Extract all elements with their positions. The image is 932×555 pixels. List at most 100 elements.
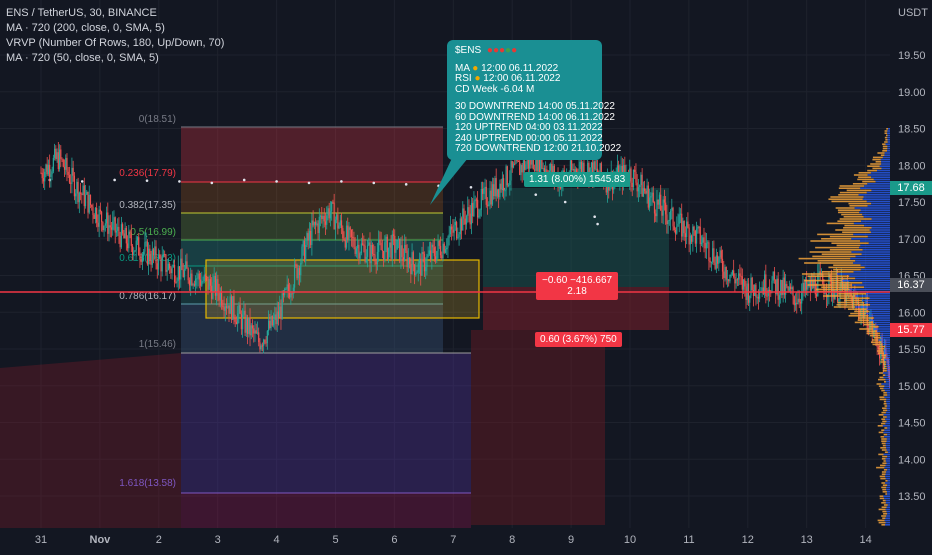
fib-retracement[interactable] <box>0 126 471 533</box>
volume-bar-down <box>878 414 884 416</box>
legend-ma-50[interactable]: MA · 720 (50, close, 0, SMA, 5) <box>6 52 159 64</box>
volume-bar-up <box>885 502 890 504</box>
time-tick-label: 2 <box>156 534 162 546</box>
candle-body <box>338 225 340 229</box>
volume-bar-down <box>843 227 872 229</box>
candle-body <box>593 161 595 182</box>
volume-bar-down <box>869 334 881 337</box>
volume-bar-down <box>881 442 886 445</box>
volume-bar-down <box>847 308 867 310</box>
fib-label-0: 0(18.51) <box>139 114 176 125</box>
volume-bar-up <box>886 447 890 449</box>
ma-dot <box>469 186 473 189</box>
ma-dot <box>593 215 596 218</box>
candle-body <box>867 328 870 331</box>
volume-bar-down <box>817 233 854 236</box>
candle-body <box>432 244 434 248</box>
candle-body <box>451 226 453 230</box>
volume-bar-up <box>886 491 890 493</box>
price-tick-label: 15.50 <box>898 344 926 356</box>
candle-body <box>770 292 772 294</box>
candle-body <box>192 284 194 286</box>
candle-body <box>128 231 130 249</box>
volume-bar-up <box>885 464 890 467</box>
candle-body <box>201 281 203 286</box>
volume-bar-up <box>880 337 890 339</box>
volume-bar-up <box>884 389 890 392</box>
candle-body <box>666 214 668 225</box>
position-center-label[interactable]: −0.60 −416.667 2.18 <box>536 272 619 300</box>
price-axis[interactable]: USDT 19.5019.0018.5018.0017.5017.0016.50… <box>890 0 932 530</box>
candle-body <box>797 298 799 304</box>
candle-body <box>45 164 47 172</box>
candle-body <box>485 186 487 205</box>
legend-symbol[interactable]: ENS / TetherUS, 30, BINANCE <box>6 7 157 19</box>
time-tick-label: 13 <box>801 534 813 546</box>
candle-body <box>390 242 392 259</box>
candle-body <box>616 165 618 177</box>
position-tool[interactable] <box>471 188 669 525</box>
volume-bar-down <box>858 176 872 178</box>
legend-ma-200[interactable]: MA · 720 (200, close, 0, SMA, 5) <box>6 22 165 34</box>
candle-body <box>488 204 490 206</box>
candle-body <box>745 286 747 300</box>
candle-body <box>422 252 424 255</box>
candle-body <box>824 293 826 295</box>
position-stop-label[interactable]: 0.60 (3.67%) 750 <box>535 332 622 347</box>
volume-bar-up <box>877 169 890 172</box>
candle-body <box>597 168 599 175</box>
candle-body <box>605 183 607 193</box>
volume-bar-up <box>864 266 890 269</box>
candle-body <box>410 263 412 275</box>
volume-bar-down <box>826 222 854 225</box>
volume-bar-down <box>883 460 886 462</box>
candle-body <box>376 251 379 265</box>
candle-body <box>196 278 198 280</box>
volume-bar-up <box>887 409 890 412</box>
time-axis[interactable]: 31 Nov 2 3 4 5 6 7 8 9 10 11 12 13 14 <box>0 528 932 550</box>
candle-body <box>834 290 836 300</box>
volume-bar-down <box>878 521 886 524</box>
candle-body <box>506 166 508 186</box>
candle-body <box>138 237 140 256</box>
candle-body <box>464 218 466 225</box>
volume-bar-down <box>830 277 856 280</box>
candle-body <box>381 249 383 251</box>
volume-bar-down <box>842 231 871 233</box>
candle-body <box>336 214 338 220</box>
candle-body <box>609 185 611 191</box>
candle-body <box>157 254 160 270</box>
tooltip-title: $ENS <box>455 45 482 56</box>
volume-bar-up <box>864 301 890 304</box>
volume-bar-down <box>839 297 870 299</box>
candle-body <box>793 296 795 306</box>
candle-body <box>276 311 278 325</box>
candle-body <box>630 168 632 183</box>
candle-body <box>775 279 777 295</box>
candle-body <box>291 293 293 295</box>
volume-bar-up <box>884 359 890 361</box>
candle-body <box>480 188 482 210</box>
candle-body <box>683 220 685 234</box>
candle-body <box>671 207 673 211</box>
volume-bar-down <box>880 477 886 480</box>
candle-body <box>814 279 816 295</box>
candle-body <box>723 271 725 278</box>
volume-bar-down <box>880 436 885 438</box>
candle-body <box>761 287 763 292</box>
candle-body <box>657 199 659 205</box>
volume-bar-down <box>877 425 883 427</box>
candle-body <box>493 184 495 197</box>
volume-bar-down <box>838 211 860 214</box>
candle-body <box>333 202 335 230</box>
candle-body <box>166 269 168 272</box>
legend-vrvp[interactable]: VRVP (Number Of Rows, 180, Up/Down, 70) <box>6 37 225 49</box>
position-target-label[interactable]: 1.31 (8.00%) 1545.83 <box>524 172 631 187</box>
consolidation-box[interactable] <box>205 259 480 319</box>
volume-bar-up <box>886 407 890 409</box>
candle-body <box>477 199 479 218</box>
volume-bar-down <box>881 506 887 508</box>
ma-dot <box>275 180 278 183</box>
